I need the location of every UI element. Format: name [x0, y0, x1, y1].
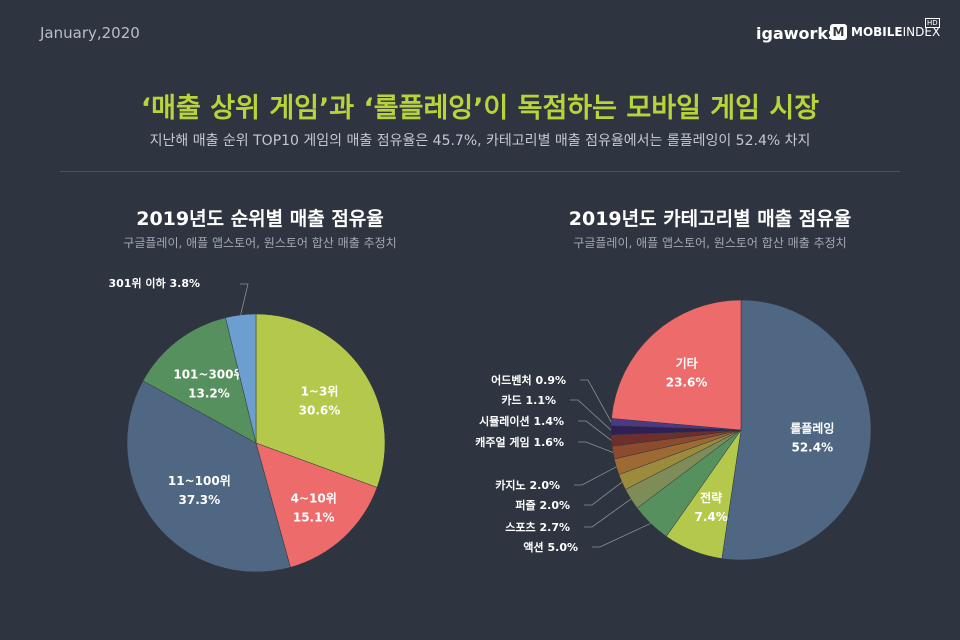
pie-1-leader-5: [574, 466, 617, 486]
pie-1-label-1: 전략: [700, 490, 722, 505]
pie-1-label-5: 카지노 2.0%: [495, 478, 560, 492]
pie-1-leader-3: [584, 498, 632, 528]
pie-1-leader-4: [584, 481, 623, 506]
pie-0-value-0: 30.6%: [299, 404, 341, 418]
mobileindex-logo: M MOBILE INDEX: [830, 24, 940, 40]
pie-0-slice-3: [142, 317, 257, 444]
page-subtitle: 지난해 매출 순위 TOP10 게임의 매출 점유율은 45.7%, 카테고리별…: [149, 133, 811, 149]
pie-0-label-0: 1~3위: [301, 385, 339, 399]
pie-1-value-0: 52.4%: [791, 440, 833, 454]
pie-1-label-8: 카드 1.1%: [501, 393, 556, 407]
pie-1-label-0: 롤플레잉: [790, 420, 834, 435]
pie-1-label-4: 퍼즐 2.0%: [515, 498, 570, 512]
pie-1-leader-9: [580, 379, 612, 423]
pie-1-label-9: 어드벤처 0.9%: [491, 373, 566, 387]
divider: [60, 171, 900, 172]
pie-0-value-3: 13.2%: [188, 387, 230, 401]
pie-1-leader-6: [578, 441, 614, 453]
pie-1-leader-8: [570, 399, 612, 431]
pie-1-slice-10: [611, 299, 742, 431]
pie-0-slice-1: [255, 442, 378, 568]
mobileindex-bold-text: MOBILE: [851, 25, 903, 39]
pie-0-label-3: 101~300위: [173, 368, 244, 382]
mobileindex-badge: HD: [925, 18, 940, 28]
igaworks-logo: igaworks: [756, 24, 838, 43]
pie-0-label-1: 4~10위: [291, 492, 337, 506]
pie-1-slice-0: [721, 299, 872, 561]
pie-1-leader-2: [592, 523, 651, 548]
pie-1-leader-7: [578, 420, 612, 441]
pie-0-slice-2: [126, 380, 291, 573]
rank-chart-title: 2019년도 순위별 매출 점유율: [136, 208, 384, 230]
mobileindex-light-text: INDEX: [902, 25, 941, 39]
pie-0-value-1: 15.1%: [293, 511, 335, 525]
pie-0-label-4: 301위 이하 3.8%: [109, 276, 201, 290]
pie-0-label-2: 11~100위: [168, 474, 231, 488]
category-chart-subtitle: 구글플레이, 애플 앱스토어, 원스토어 합산 매출 추정치: [573, 236, 847, 250]
pie-1-label-3: 스포츠 2.7%: [505, 521, 570, 534]
pie-1-label-2: 액션 5.0%: [523, 541, 578, 554]
pie-0-leader-4: [240, 283, 249, 316]
pie-0-slice-0: [255, 313, 386, 488]
category-chart-title: 2019년도 카테고리별 매출 점유율: [568, 208, 852, 230]
pie-1-label-6: 캐주얼 게임 1.6%: [475, 435, 564, 449]
pie-1-value-10: 23.6%: [666, 376, 708, 390]
pie-1-value-1: 7.4%: [694, 510, 727, 524]
pie-0-value-2: 37.3%: [179, 493, 221, 507]
pie-1-label-7: 시뮬레이션 1.4%: [479, 414, 564, 428]
pie-0-slice-4: [225, 313, 257, 444]
pie-1-label-10: 기타: [676, 356, 698, 371]
page-title: ‘매출 상위 게임’과 ‘롤플레잉’이 독점하는 모바일 게임 시장: [140, 93, 820, 124]
mobileindex-mark-icon: M: [830, 24, 847, 40]
date-label: January,2020: [40, 24, 140, 42]
rank-chart-subtitle: 구글플레이, 애플 앱스토어, 원스토어 합산 매출 추정치: [123, 236, 397, 250]
